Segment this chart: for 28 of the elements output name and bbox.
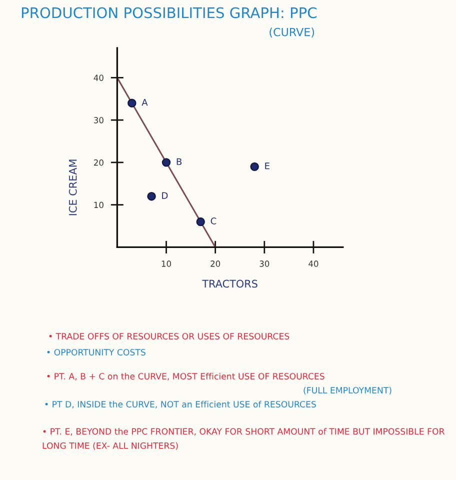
point <box>147 192 156 201</box>
x-tick-label: 20 <box>210 260 220 267</box>
annotation: A <box>142 99 148 106</box>
text: • PT. A, B + C on the CURVE, MOST Efficient USE OF RESOURCES <box>47 372 324 380</box>
text: • TRADE OFFS OF RESOURCES OR USES OF RESOURCES <box>49 332 290 340</box>
x-tick-label: 10 <box>162 260 172 267</box>
y-tick-label: 30 <box>94 117 104 124</box>
annotation: D <box>162 192 168 199</box>
point <box>128 98 136 108</box>
chart-title: PRODUCTION POSSIBILITIES GRAPH: PPC <box>22 7 316 18</box>
x-axis-title: TRACTORS <box>202 280 258 288</box>
text: • PT D, INSIDE the CURVE, NOT an Efficient USE of RESOURCES <box>45 400 316 408</box>
text: (FULL EMPLOYMENT) <box>304 386 392 395</box>
text: • PT. E, BEYOND the PPC FRONTIER, OKAY FOR SHORT AMOUNT of TIME BUT IMPOSSIBLE FOR LONG TIME (EX- ALL NIGHTERS) <box>42 428 444 450</box>
point <box>250 162 259 172</box>
y-tick-label: 10 <box>94 202 104 208</box>
annotation: C <box>210 218 216 224</box>
point <box>162 158 171 167</box>
annotation: E <box>265 162 270 170</box>
annotation: B <box>176 158 182 165</box>
point <box>196 217 205 226</box>
y-axis-title: ICE CREAM <box>68 160 77 216</box>
chart-subtitle: (CURVE) <box>270 28 314 38</box>
x-tick-label: 30 <box>260 260 270 267</box>
y-tick-label: 20 <box>94 159 104 166</box>
y-tick-label: 40 <box>94 74 104 81</box>
text: • OPPORTUNITY COSTS <box>47 348 146 356</box>
x-tick-label: 40 <box>308 260 318 267</box>
